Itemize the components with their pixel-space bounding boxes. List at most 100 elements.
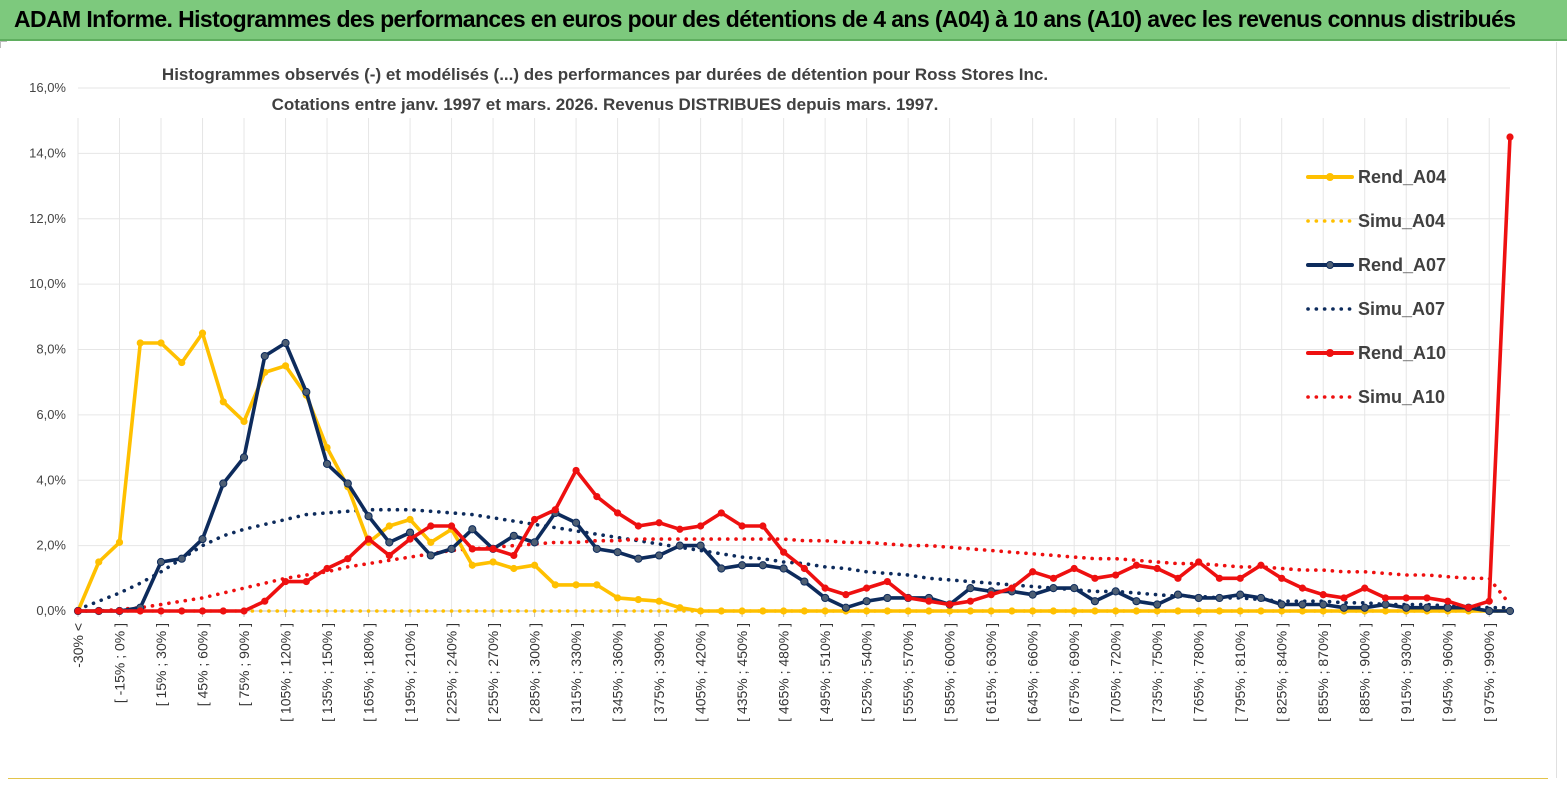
rend_a07-point [821,593,830,603]
rend_a10-point [468,545,476,553]
rend_a07-point [883,593,892,603]
rend_a10-line [76,135,1512,613]
rend_a04-point [281,362,290,370]
rend_a10-point [115,607,124,615]
rend_a10-point [1091,574,1099,582]
rend_a04-point [1070,607,1078,615]
rend_a10-point [1112,571,1120,579]
rend_a04-point [1174,607,1182,615]
rend_a10-point [447,522,456,530]
chart-title: Histogrammes observés (-) et modélisés (… [162,65,1048,84]
rend_a07-point [530,538,539,547]
rend_a10-point [800,564,808,573]
rend_a04-point [1278,607,1286,615]
rend_a04-point [1029,607,1037,615]
x-tick-label: [ 105% ; 120% ] [278,623,294,722]
x-axis: -30% < [ -15% ; 0% ] [ 15% ; 30% ] [ 45% ; … [70,623,1497,722]
rend_a10-point [198,607,207,615]
rend_a10-point [1340,594,1348,602]
rend_a04-point [613,594,622,602]
rend_a04-point [904,607,912,615]
x-tick-label: [ 765% ; 780% ] [1191,623,1207,722]
y-tick-label: 6,0% [36,407,66,422]
rend_a07-point [1049,584,1058,593]
rend_a04-point [115,538,124,546]
rend_a10-point [364,535,373,543]
rend_a07-point [758,561,767,570]
rend_a10-point [178,607,186,615]
rend_a10-point [95,607,103,615]
series-rend_a04 [74,329,1514,615]
rend_a04-point [987,607,995,615]
rend_a04-point [1091,607,1099,615]
legend-label: Simu_A04 [1358,211,1445,231]
x-tick-label: [ 465% ; 480% ] [776,623,792,722]
rend_a07-point [1402,603,1411,612]
rend_a10-point [655,519,663,527]
chart-area: 0,0% 2,0% 4,0% 6,0% 8,0% 10,0% 12,0% 14,0% 16,0%… [0,41,1567,789]
legend-entry: Simu_A07 [1306,299,1445,319]
rend_a04-point [323,443,331,452]
rend_a10-point [219,607,227,615]
rend_a10-point [759,522,767,530]
rend_a10-point [821,584,829,592]
rend_a04-point [510,564,518,573]
rend_a07-point [1215,593,1224,603]
rend_a07-point [966,584,975,593]
rend_a07-point [1256,593,1266,603]
x-tick-label: [ 735% ; 750% ] [1149,623,1165,722]
rend_a07-point [322,459,332,469]
rend_a10-point [551,506,559,514]
rend_a10-point [1402,594,1410,602]
rend_a07-point [675,541,684,550]
rend_a07-point [1028,590,1037,599]
rend_a07-point [260,351,269,361]
rend_a10-point [717,509,725,517]
rend_a04-point [572,581,580,589]
x-tick-label: [ 135% ; 150% ] [319,623,335,722]
rend_a07-point [1360,603,1369,612]
rend_a10-point [883,577,891,586]
rend_a04-point [240,417,248,426]
x-tick-label: [ 615% ; 630% ] [983,623,999,722]
rend_a04-point [925,607,933,615]
rend_a10-point [510,551,518,560]
rend_a10-point [925,597,933,605]
rend_a10-point [385,551,393,560]
y-tick-label: 8,0% [36,342,66,357]
rend_a10-point [406,535,414,543]
y-tick-label: 10,0% [29,276,66,291]
rend_a10-point [1174,574,1182,582]
legend-entry: Rend_A10 [1306,343,1446,363]
rend_a07-point [405,528,415,537]
rend_a10-point [738,522,746,530]
rend_a04-point [385,522,393,530]
rend_a07-point [1485,606,1494,616]
legend-label: Simu_A07 [1358,299,1445,319]
rend_a10-point [240,607,248,615]
rend_a10-point [987,591,995,599]
rend_a07-point [343,479,352,488]
legend-label: Rend_A07 [1358,255,1446,275]
rend_a10-point [1423,594,1431,602]
rend_a04-point [821,607,829,615]
rend_a10-point [1485,597,1493,605]
rend_a07-point [198,534,207,544]
y-tick-label: 4,0% [36,472,66,487]
x-tick-label: [ 15% ; 30% ] [153,623,169,706]
y-tick-label: 14,0% [29,145,66,160]
rend_a07-point [634,554,643,563]
rend_a07-point [1505,606,1515,616]
rend_a04-point [655,597,663,605]
rend_a07-point [177,554,186,563]
rend_a07-point [219,479,228,488]
rend_a10-point [1278,574,1286,582]
rend_a07-point [156,557,166,567]
chart: 0,0% 2,0% 4,0% 6,0% 8,0% 10,0% 12,0% 14,0% 16,0%… [29,65,1515,722]
rend_a07-point [1173,590,1183,599]
rend_a04-point [530,561,539,569]
y-tick-label: 16,0% [29,80,66,95]
rend_a10-point [1029,568,1037,576]
rend_a10-point [1464,604,1473,612]
rend_a10-point [323,564,331,573]
